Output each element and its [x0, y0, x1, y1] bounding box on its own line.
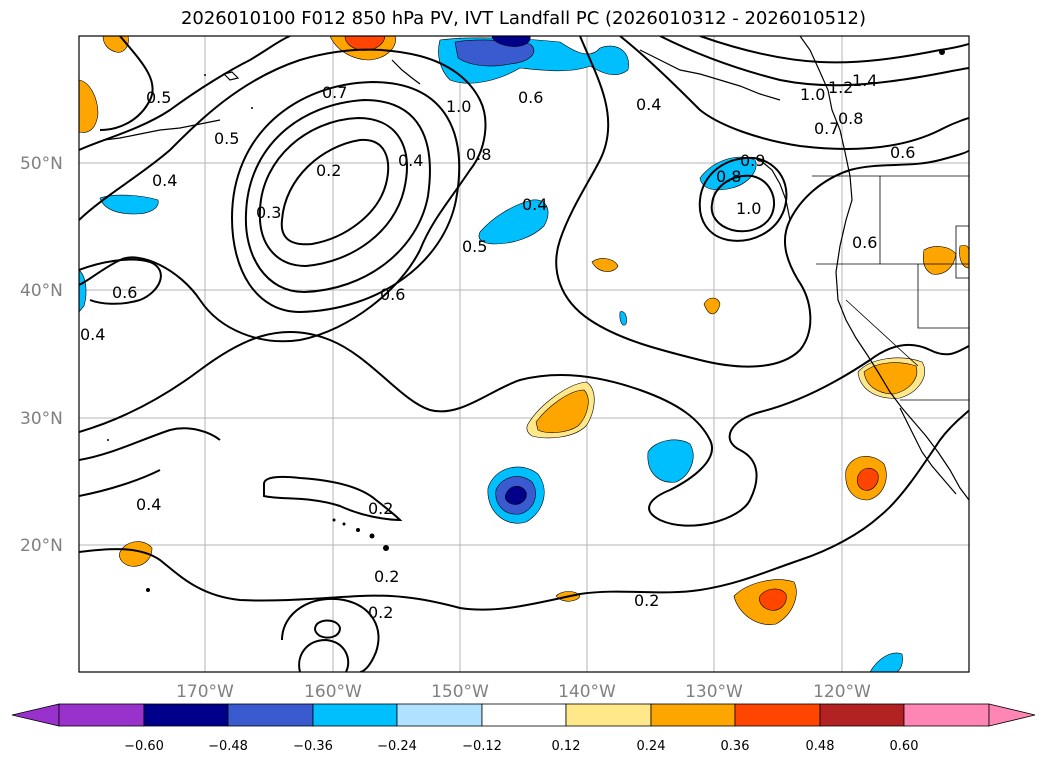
colorbar-tick-label: −0.48 [208, 739, 248, 754]
colorbar-tick-label: −0.24 [377, 739, 417, 754]
colorbar-segment [396, 703, 483, 727]
contour-label: 0.7 [814, 119, 839, 138]
lat-tick-label: 40°N [20, 281, 63, 301]
state-borders [812, 175, 969, 401]
pv-shading [79, 36, 969, 672]
contour-label: 0.4 [398, 151, 423, 170]
colorbar-segment [481, 703, 567, 727]
contour-label: 1.0 [736, 199, 761, 218]
contour-label: 0.2 [316, 161, 341, 180]
contour-label: 0.4 [522, 195, 547, 214]
colorbar-segment [734, 703, 821, 727]
contour-label: 0.4 [152, 171, 177, 190]
lon-tick-label: 170°W [176, 682, 234, 702]
colorbar-tick-label: 0.12 [552, 739, 581, 754]
map-frame [78, 35, 970, 673]
colorbar-extend-left [11, 703, 60, 727]
contour-label: 0.3 [256, 203, 281, 222]
lat-tick-label: 20°N [20, 536, 63, 556]
contour-label: 0.7 [322, 83, 347, 102]
colorbar-segment [227, 703, 314, 727]
contour-label: 0.6 [112, 283, 137, 302]
contour-label: 0.8 [466, 145, 491, 164]
lon-tick-label: 150°W [431, 682, 489, 702]
map-frame-bg [79, 36, 969, 672]
lon-tick-label: 130°W [685, 682, 743, 702]
colorbar-tick-label: 0.36 [721, 739, 750, 754]
colorbar-segment [650, 703, 736, 727]
colorbar-segment [819, 703, 905, 727]
colorbar-tick-label: 0.60 [890, 739, 919, 754]
contour-label: 0.4 [636, 95, 661, 114]
contour-label: 0.6 [852, 233, 877, 252]
colorbar-segment [903, 703, 990, 727]
contour-label: 0.2 [374, 567, 399, 586]
contour-label: 1.0 [446, 97, 471, 116]
contour-label: 0.8 [838, 109, 863, 128]
lon-tick-label: 160°W [304, 682, 362, 702]
lon-tick-label: 120°W [813, 682, 871, 702]
colorbar-tick-label: 0.24 [637, 739, 666, 754]
plot-title: 2026010100 F012 850 hPa PV, IVT Landfall… [180, 8, 867, 29]
colorbar-segment [312, 703, 398, 727]
lat-tick-label: 50°N [20, 154, 63, 174]
contour-label: 1.4 [852, 71, 877, 90]
colorbar-tick-label: −0.36 [293, 739, 333, 754]
contour-labels: 0.5 0.7 1.0 0.6 0.4 1.0 1.2 1.4 0.7 0.8 … [80, 71, 915, 622]
contour-label: 0.6 [890, 143, 915, 162]
contour-label: 0.9 [740, 151, 765, 170]
contour-label: 0.4 [136, 495, 161, 514]
colorbar-extend-right [988, 703, 1036, 727]
contour-label: 0.4 [80, 325, 105, 344]
contour-label: 1.0 [800, 85, 825, 104]
contour-label: 0.5 [146, 88, 171, 107]
colorbar [11, 703, 1036, 727]
contour-label: 0.2 [368, 499, 393, 518]
graticule [79, 36, 969, 672]
colorbar-segment [58, 703, 145, 727]
contour-label: 1.2 [828, 78, 853, 97]
colorbar-segment [143, 703, 229, 727]
coastlines [103, 36, 969, 501]
colorbar-tick-label: 0.48 [806, 739, 835, 754]
lon-tick-label: 140°W [558, 682, 616, 702]
contour-label: 0.5 [462, 237, 487, 256]
longitude-labels: 170°W 160°W 150°W 140°W 130°W 120°W [176, 682, 871, 702]
contour-label: 0.8 [716, 167, 741, 186]
latitude-labels: 50°N 40°N 30°N 20°N [20, 154, 63, 556]
colorbar-tick-label: −0.60 [124, 739, 164, 754]
colorbar-tick-label: −0.12 [462, 739, 502, 754]
contour-label: 0.2 [634, 591, 659, 610]
lat-tick-label: 30°N [20, 409, 63, 429]
contour-label: 0.2 [368, 603, 393, 622]
colorbar-segment [565, 703, 652, 727]
islands [107, 49, 945, 592]
colorbar-tick-labels: −0.60 −0.48 −0.36 −0.24 −0.12 0.12 0.24 … [124, 739, 918, 754]
ivt-contours [79, 36, 969, 672]
contour-label: 0.5 [214, 129, 239, 148]
contour-label: 0.6 [380, 285, 405, 304]
contour-label: 0.6 [518, 88, 543, 107]
